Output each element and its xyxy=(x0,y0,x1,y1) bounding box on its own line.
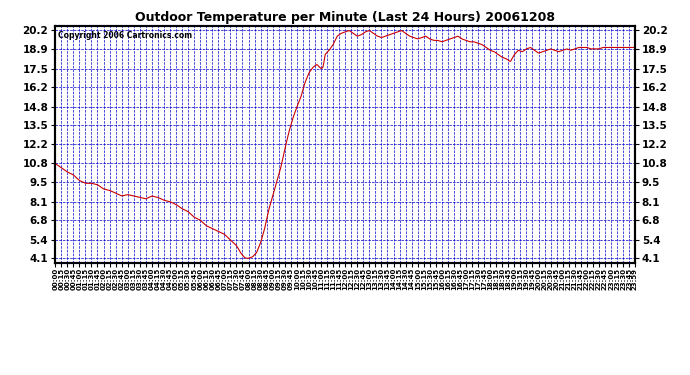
Text: Copyright 2006 Cartronics.com: Copyright 2006 Cartronics.com xyxy=(58,31,193,40)
Title: Outdoor Temperature per Minute (Last 24 Hours) 20061208: Outdoor Temperature per Minute (Last 24 … xyxy=(135,11,555,24)
